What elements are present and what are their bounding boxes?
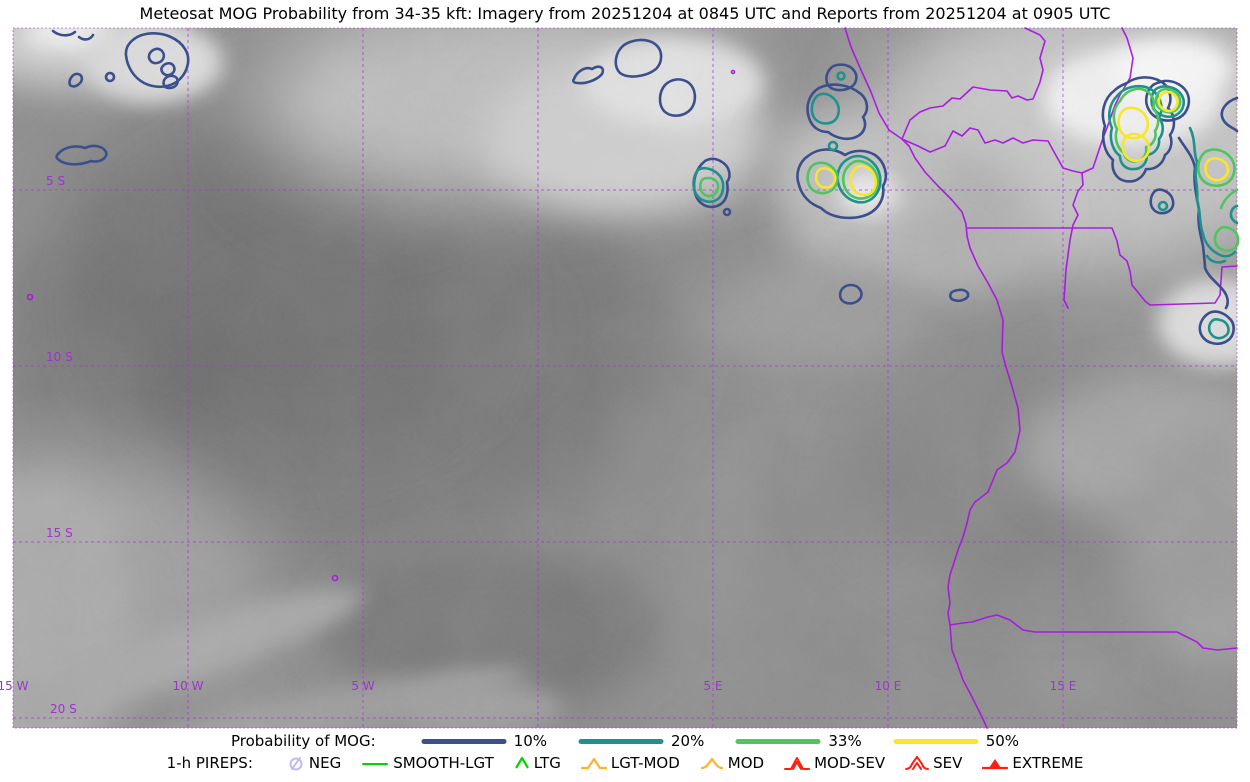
lon-label: 5 E xyxy=(703,679,722,693)
prob-33-line-icon xyxy=(735,738,821,744)
lon-label: 10 E xyxy=(875,679,902,693)
prob-50-label: 50% xyxy=(985,732,1020,750)
map-frame xyxy=(12,27,1238,729)
legend-item-sev: SEV xyxy=(905,754,962,772)
graticule xyxy=(13,28,1237,728)
lat-label: 15 S xyxy=(46,526,73,540)
lgt-mod-icon xyxy=(580,757,607,770)
legend-item-neg: NEG xyxy=(287,754,341,772)
legend-item-50pct: 50% xyxy=(892,732,1019,750)
lon-label: 10 W xyxy=(173,679,204,693)
lon-label: 5 W xyxy=(351,679,374,693)
legend-item-smooth-lgt: SMOOTH-LGT xyxy=(361,754,494,772)
probability-legend-title: Probability of MOG: xyxy=(230,732,376,750)
prob-10-label: 10% xyxy=(513,732,548,750)
map-canvas: 5 S 10 S 15 S 20 S 15 W 10 W 5 W 5 E 10 … xyxy=(0,27,1240,729)
mod-sev-icon xyxy=(784,757,811,770)
probability-legend-row: Probability of MOG: 10% 20% 33% xyxy=(231,732,1019,750)
pirep-label: SMOOTH-LGT xyxy=(393,754,494,772)
contours-10pct xyxy=(51,29,1239,346)
contours-33pct xyxy=(699,87,1240,252)
legend: Probability of MOG: 10% 20% 33% xyxy=(0,729,1250,772)
extreme-icon xyxy=(982,759,1009,770)
ltg-caret-icon xyxy=(514,756,529,769)
lon-label: 15 E xyxy=(1050,679,1077,693)
legend-item-10pct: 10% xyxy=(420,732,547,750)
prob-20-label: 20% xyxy=(671,732,705,750)
contours-20pct xyxy=(692,71,1239,340)
legend-item-33pct: 33% xyxy=(734,732,862,750)
pirep-label: LTG xyxy=(533,754,561,772)
pireps-legend-row: 1-h PIREPS: NEG SMOOTH-LGT xyxy=(167,754,1084,772)
lat-label: 20 S xyxy=(50,702,77,716)
coastline xyxy=(844,27,1021,729)
prob-50-line-icon xyxy=(893,738,979,744)
pirep-label: NEG xyxy=(308,754,342,772)
mod-caret-icon xyxy=(700,757,723,770)
lat-label: 10 S xyxy=(46,350,73,364)
lat-label: 5 S xyxy=(46,174,65,188)
pirep-label: EXTREME xyxy=(1012,754,1084,772)
graticule-labels: 5 S 10 S 15 S 20 S 15 W 10 W 5 W 5 E 10 … xyxy=(0,174,1076,716)
legend-item-mod: MOD xyxy=(700,754,764,772)
prob-33-label: 33% xyxy=(828,732,862,750)
pirep-label: MOD-SEV xyxy=(814,754,886,772)
pireps-legend-title: 1-h PIREPS: xyxy=(166,754,253,772)
sev-icon xyxy=(905,756,930,770)
contours-50pct xyxy=(814,90,1230,197)
page-title: Meteosat MOG Probability from 34-35 kft:… xyxy=(139,4,1111,23)
lon-label: 15 W xyxy=(0,679,29,693)
prob-20-line-icon xyxy=(578,738,664,744)
smooth-lgt-line-icon xyxy=(362,763,389,765)
prob-10-line-icon xyxy=(421,738,507,744)
pirep-label: SEV xyxy=(933,754,963,772)
legend-item-20pct: 20% xyxy=(577,732,704,750)
neg-icon xyxy=(289,757,303,771)
legend-item-extreme: EXTREME xyxy=(982,754,1083,772)
pirep-label: LGT-MOD xyxy=(610,754,680,772)
pirep-label: MOD xyxy=(727,754,765,772)
legend-item-ltg: LTG xyxy=(514,754,561,772)
legend-item-mod-sev: MOD-SEV xyxy=(784,754,885,772)
legend-item-lgt-mod: LGT-MOD xyxy=(580,754,680,772)
satellite-map: 5 S 10 S 15 S 20 S 15 W 10 W 5 W 5 E 10 … xyxy=(0,27,1240,729)
